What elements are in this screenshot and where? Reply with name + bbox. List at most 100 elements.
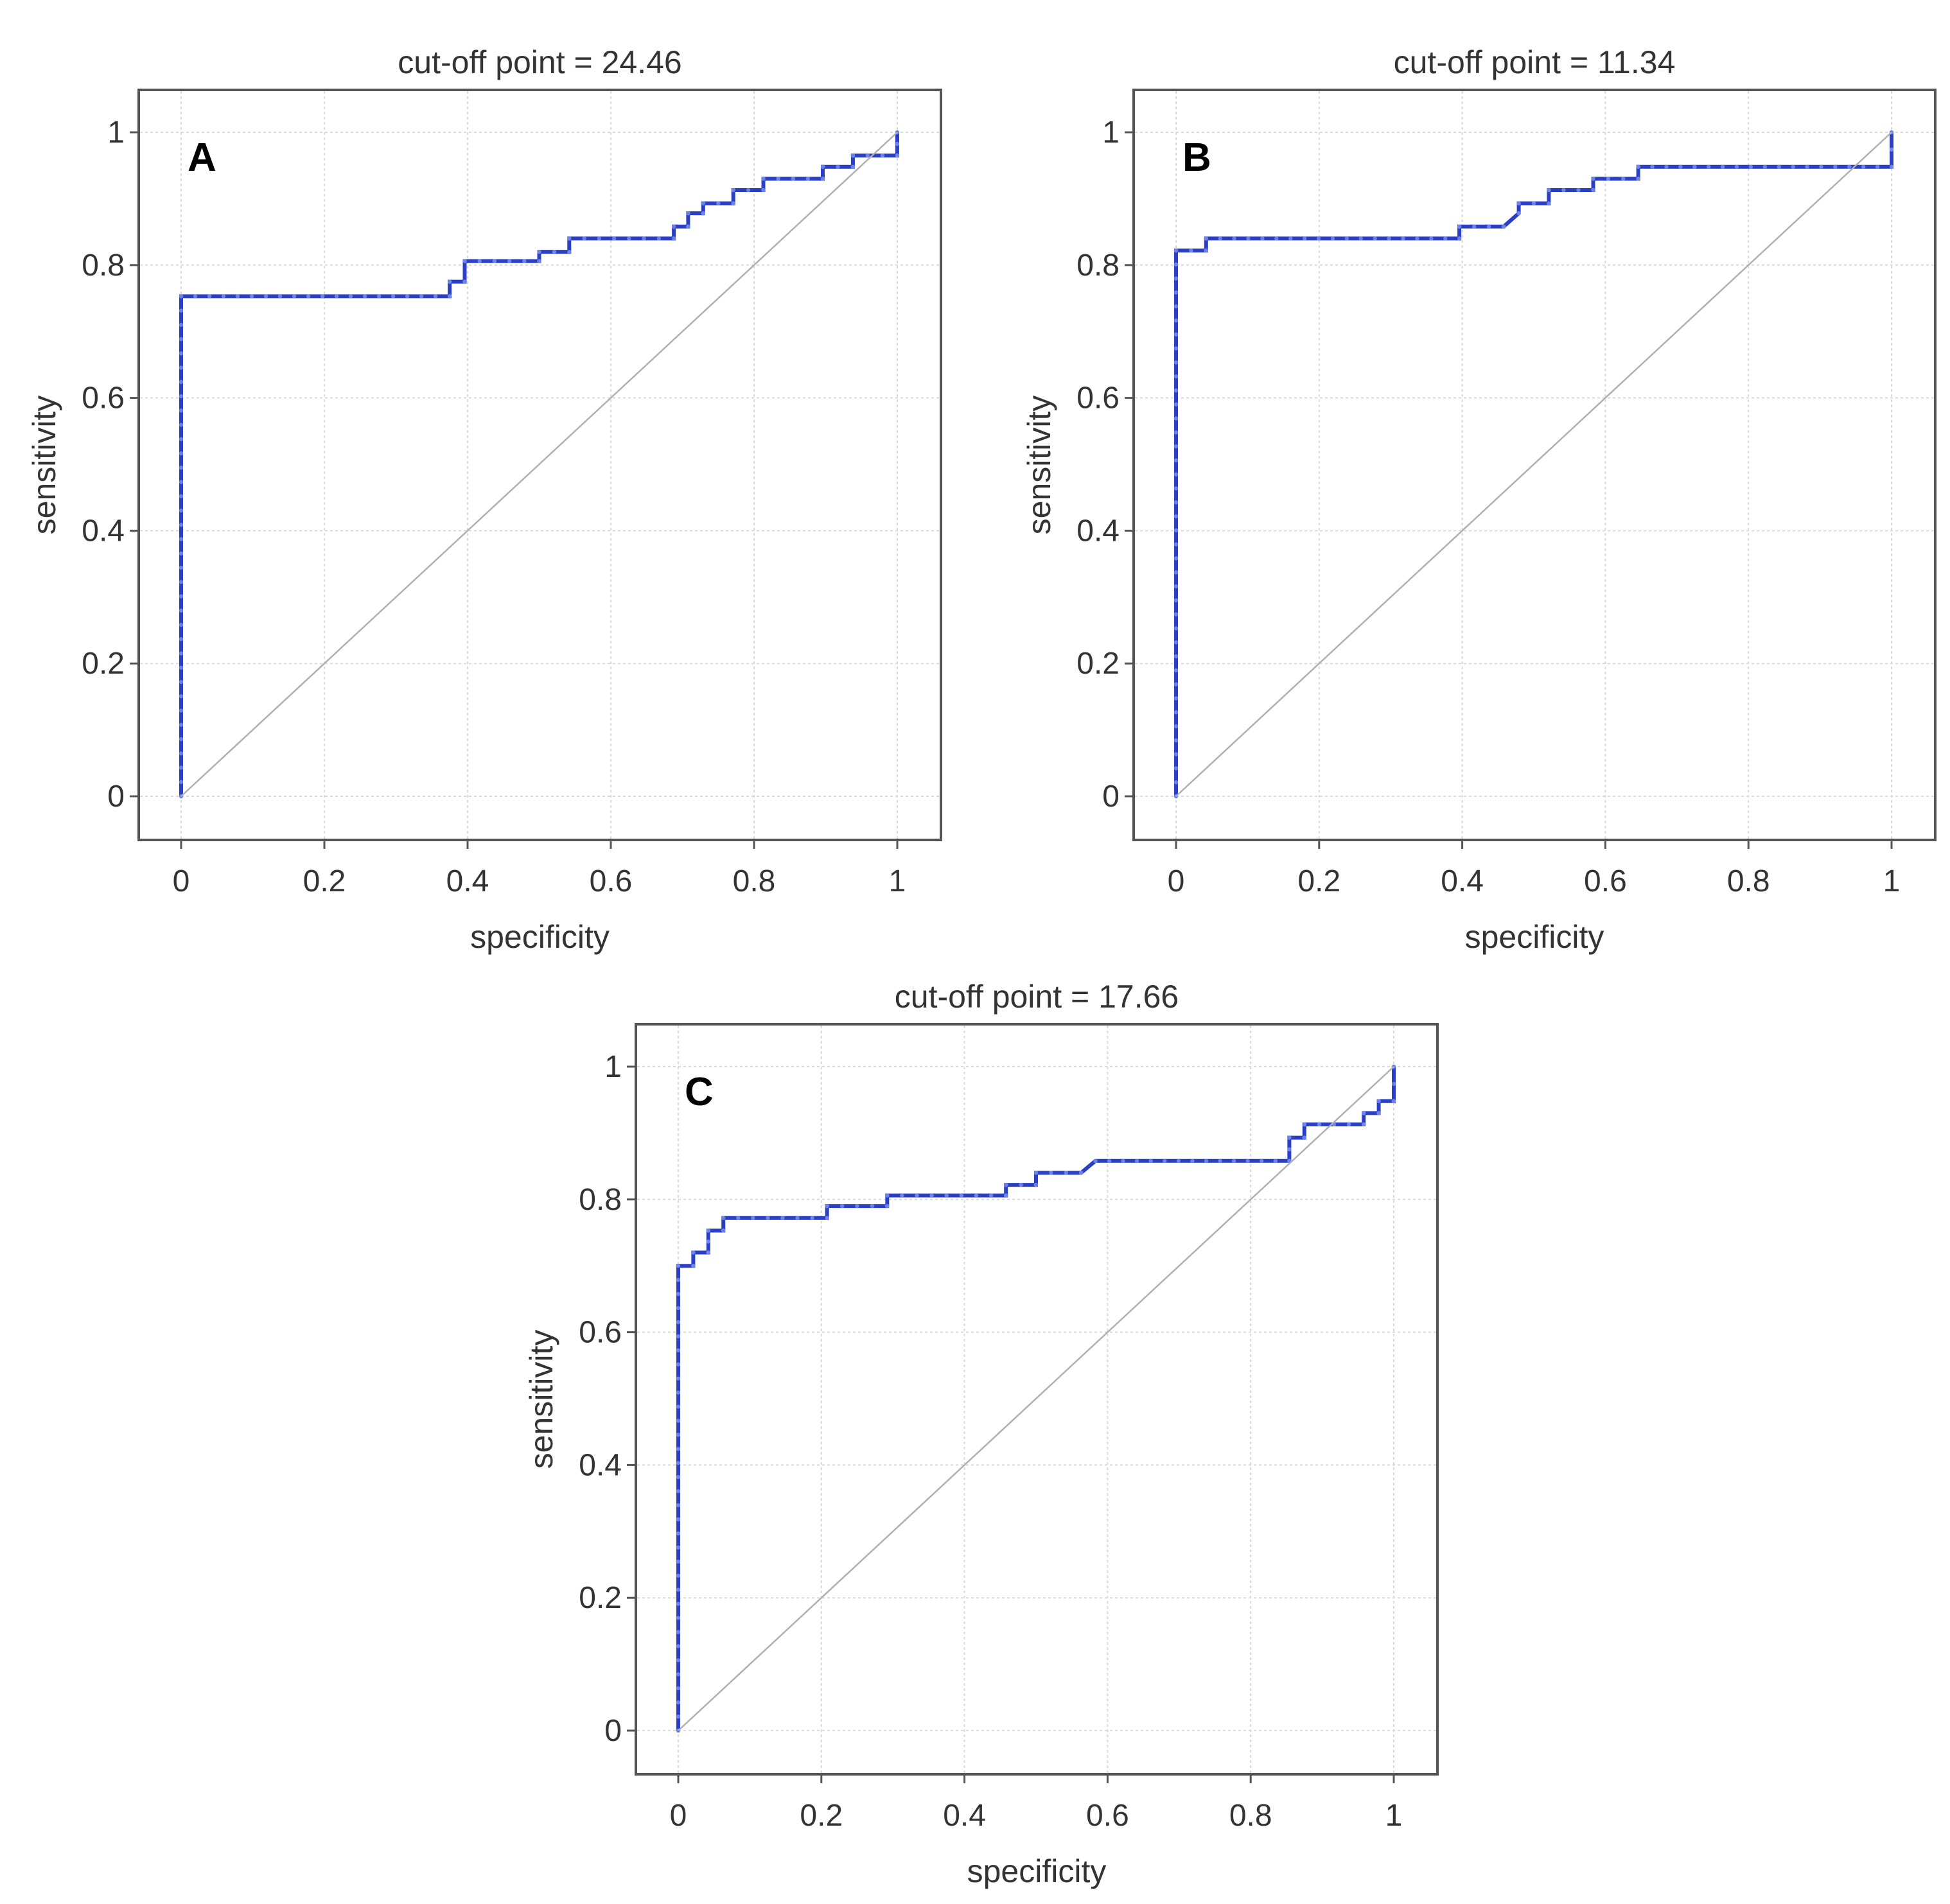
roc-point [676, 1404, 681, 1409]
roc-point [447, 294, 452, 299]
roc-point [944, 1193, 949, 1198]
panel-label: C [685, 1070, 714, 1114]
roc-point [627, 236, 631, 241]
chart-title: cut-off point = 11.34 [1394, 44, 1676, 80]
roc-point [1260, 236, 1265, 241]
roc-point [1621, 177, 1626, 181]
roc-point [179, 351, 184, 356]
roc-point [567, 236, 572, 241]
roc-point [929, 1193, 934, 1198]
roc-point [179, 551, 184, 556]
roc-point [179, 508, 184, 513]
roc-point [179, 694, 184, 699]
roc-point [676, 1503, 681, 1508]
roc-point [701, 201, 706, 205]
roc-point [1176, 1158, 1181, 1164]
roc-point [676, 1306, 681, 1311]
roc-point [552, 249, 557, 254]
roc-point [1078, 1171, 1084, 1175]
roc-point [676, 1559, 681, 1564]
roc-point [537, 259, 541, 263]
roc-point [1650, 164, 1655, 169]
roc-point [676, 1602, 681, 1606]
roc-point [1148, 1158, 1153, 1164]
y-axis-label: sensitivity [26, 396, 62, 535]
y-tick-label: 0.8 [1076, 249, 1120, 283]
roc-point [795, 1216, 800, 1220]
roc-point [1173, 640, 1179, 645]
roc-point [433, 294, 438, 299]
roc-point [959, 1193, 964, 1198]
roc-point [676, 1433, 681, 1437]
roc-point [1606, 177, 1611, 181]
roc-point [706, 1239, 710, 1244]
roc-point [988, 1193, 994, 1198]
roc-point [761, 177, 766, 181]
roc-point [870, 1203, 875, 1209]
roc-point [179, 523, 184, 527]
roc-point [1173, 500, 1179, 505]
roc-point [676, 1277, 681, 1282]
roc-point [839, 1203, 845, 1209]
roc-point [706, 1250, 710, 1255]
roc-point [1847, 164, 1852, 169]
roc-point [1173, 262, 1179, 267]
roc-point [179, 294, 184, 299]
roc-point [1576, 188, 1581, 193]
roc-point [686, 224, 690, 229]
roc-point [179, 594, 184, 598]
roc-point [179, 765, 184, 770]
roc-point [1173, 654, 1179, 659]
roc-point [179, 322, 184, 328]
roc-point [1391, 1099, 1396, 1103]
roc-point [179, 608, 184, 613]
roc-point [676, 1644, 681, 1648]
roc-point [686, 211, 690, 216]
x-tick-label: 0.8 [1727, 864, 1770, 898]
roc-point [1173, 752, 1179, 756]
roc-point [235, 294, 240, 299]
roc-point [671, 236, 676, 241]
roc-point [820, 164, 825, 169]
roc-point [1173, 388, 1179, 393]
roc-point [221, 294, 226, 299]
roc-point [676, 1672, 681, 1677]
roc-point [716, 201, 721, 205]
roc-point [1819, 164, 1823, 169]
roc-point [292, 294, 297, 299]
roc-point [1664, 164, 1669, 169]
roc-point [676, 1545, 681, 1550]
roc-point [850, 153, 856, 158]
roc-point [1173, 402, 1179, 406]
roc-point [1457, 236, 1462, 241]
roc-point [1173, 710, 1179, 715]
roc-point [1274, 236, 1279, 241]
roc-point [915, 1193, 919, 1198]
roc-point [885, 1203, 890, 1209]
roc-point [1173, 458, 1179, 463]
roc-point [1561, 188, 1566, 193]
roc-point [1173, 486, 1179, 491]
roc-point [676, 1264, 681, 1268]
roc-point [731, 188, 735, 193]
roc-point [701, 211, 706, 216]
roc-point [1173, 444, 1179, 449]
y-tick-label: 0 [1102, 780, 1120, 814]
roc-point [179, 466, 184, 470]
x-tick-label: 0.4 [943, 1799, 986, 1833]
roc-point [676, 1714, 681, 1719]
roc-point [179, 708, 184, 713]
roc-point [179, 722, 184, 727]
y-tick-label: 0.2 [579, 1581, 622, 1615]
roc-markers [179, 130, 900, 799]
roc-point [179, 480, 184, 484]
roc-point [1547, 201, 1551, 205]
roc-point [1516, 211, 1521, 216]
roc-point [1636, 177, 1640, 181]
roc-point [179, 780, 184, 784]
roc-point [1033, 1182, 1039, 1187]
roc-point [1173, 360, 1179, 365]
roc-point [1218, 236, 1222, 241]
roc-point [1173, 738, 1179, 743]
roc-point [810, 1216, 814, 1220]
